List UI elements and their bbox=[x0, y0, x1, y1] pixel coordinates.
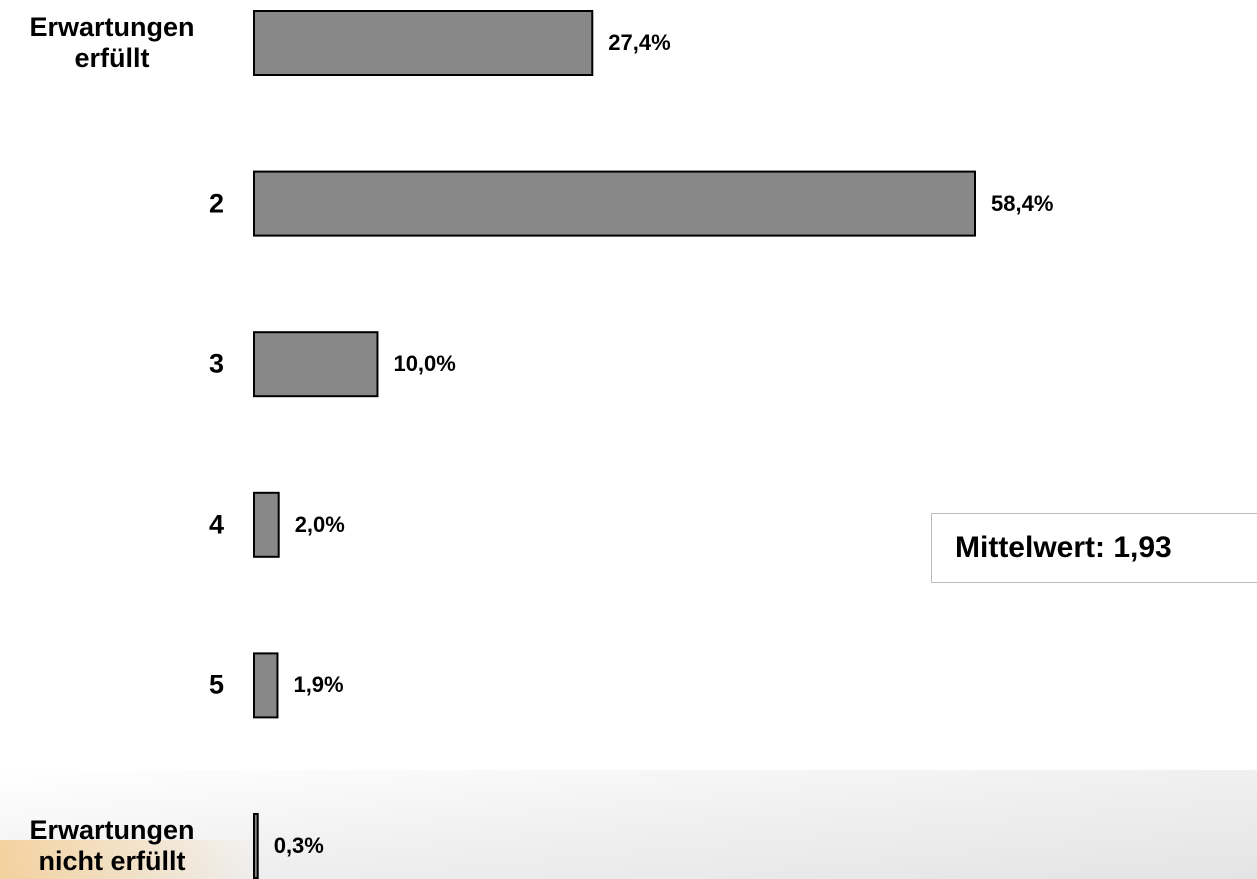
mean-annotation: Mittelwert: 1,93 bbox=[931, 513, 1257, 583]
category-label: Erwartungen nicht erfüllt bbox=[29, 815, 195, 876]
category-label: 2 bbox=[208, 188, 224, 219]
bar bbox=[253, 652, 279, 719]
bar bbox=[253, 813, 259, 879]
value-label: 10,0% bbox=[393, 351, 456, 377]
value-label: 2,0% bbox=[294, 511, 345, 537]
value-label: 1,9% bbox=[293, 672, 344, 698]
value-label: 27,4% bbox=[608, 30, 671, 55]
background-accent bbox=[0, 840, 260, 879]
bar bbox=[253, 170, 976, 237]
category-label: 5 bbox=[208, 669, 224, 700]
bar bbox=[253, 10, 594, 76]
bar bbox=[253, 331, 379, 398]
category-label: 3 bbox=[208, 348, 224, 379]
category-label: 4 bbox=[208, 509, 224, 540]
bars bbox=[253, 10, 976, 879]
value-label: 0,3% bbox=[273, 833, 324, 858]
value-label: 58,4% bbox=[991, 190, 1054, 216]
category-label: Erwartungen erfüllt bbox=[29, 12, 195, 73]
bar bbox=[253, 491, 280, 558]
